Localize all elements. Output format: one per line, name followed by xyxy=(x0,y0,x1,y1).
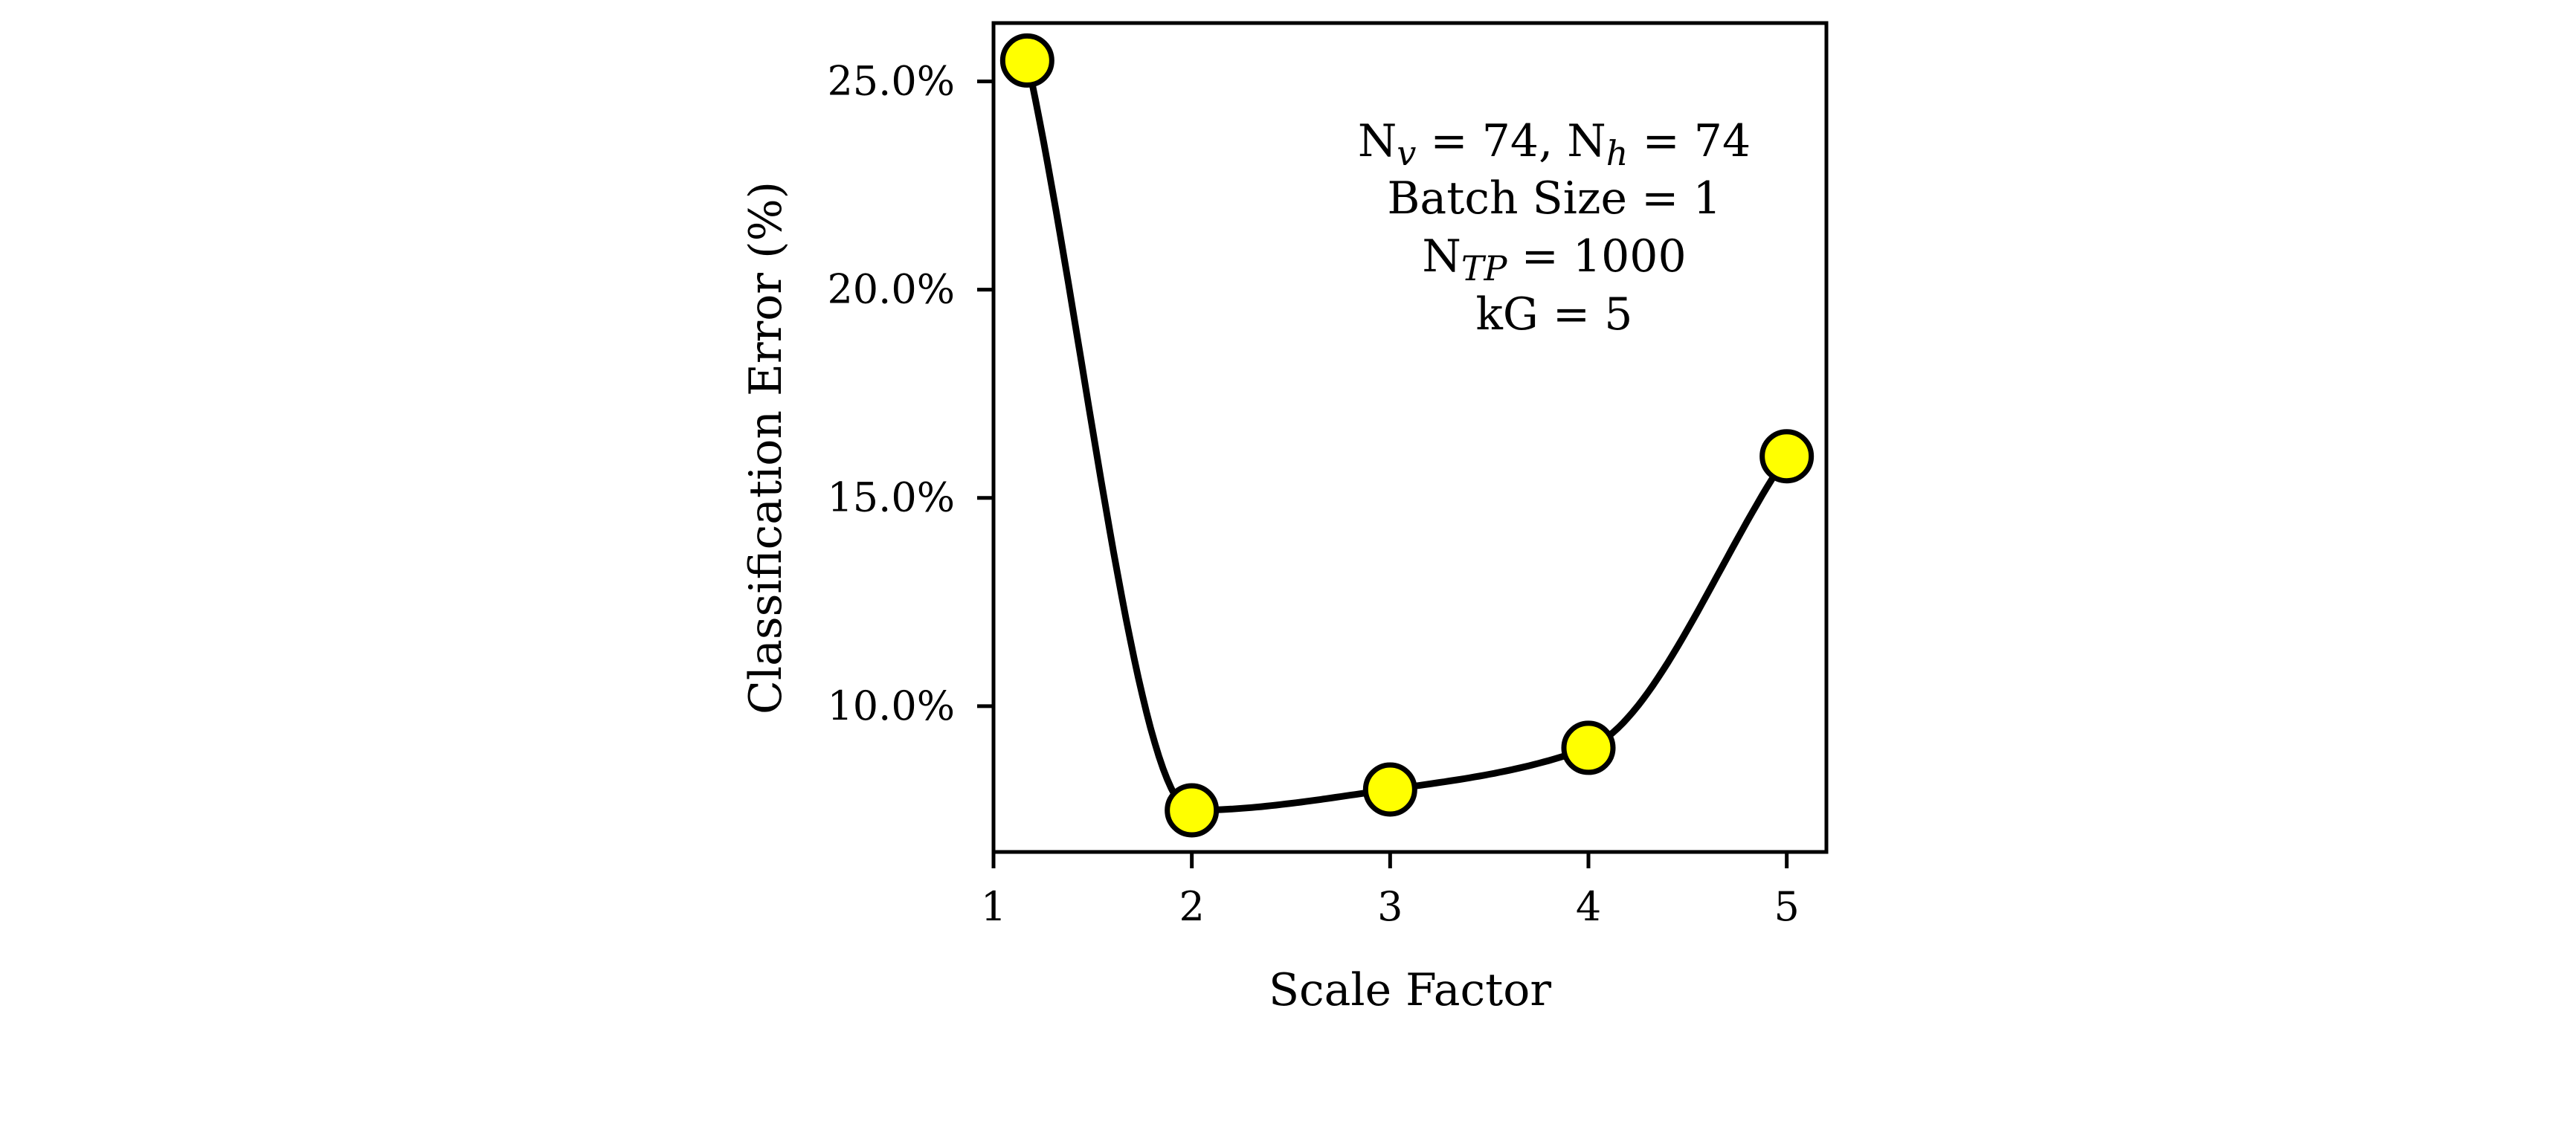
y-axis: 10.0% 15.0% 20.0% 25.0% xyxy=(827,57,994,729)
x-axis-label: Scale Factor xyxy=(1269,964,1551,1016)
annotation-line: Nv = 74, Nh = 74 xyxy=(1358,115,1751,173)
annotation-line: NTP = 1000 xyxy=(1422,230,1686,288)
x-tick-label: 4 xyxy=(1576,883,1601,930)
x-tick-label: 1 xyxy=(981,883,1006,930)
data-point xyxy=(1759,429,1815,484)
y-tick-label: 10.0% xyxy=(827,682,955,729)
data-point xyxy=(1165,783,1220,838)
x-tick-label: 2 xyxy=(1179,883,1204,930)
y-tick-label: 15.0% xyxy=(827,474,955,521)
y-tick-label: 20.0% xyxy=(827,266,955,313)
plot-frame xyxy=(991,21,1829,854)
x-axis: 1 2 3 4 5 xyxy=(981,852,1800,930)
data-point xyxy=(1362,762,1417,817)
plot-area xyxy=(991,21,1829,854)
data-point xyxy=(999,33,1054,88)
annotation-line: Batch Size = 1 xyxy=(1387,172,1721,225)
x-tick-label: 3 xyxy=(1377,883,1403,930)
x-tick-label: 5 xyxy=(1774,883,1799,930)
y-tick-label: 25.0% xyxy=(827,57,955,104)
annotation-line: kG = 5 xyxy=(1476,288,1633,340)
data-point xyxy=(1561,720,1616,775)
y-axis-label: Classification Error (%) xyxy=(740,181,792,714)
